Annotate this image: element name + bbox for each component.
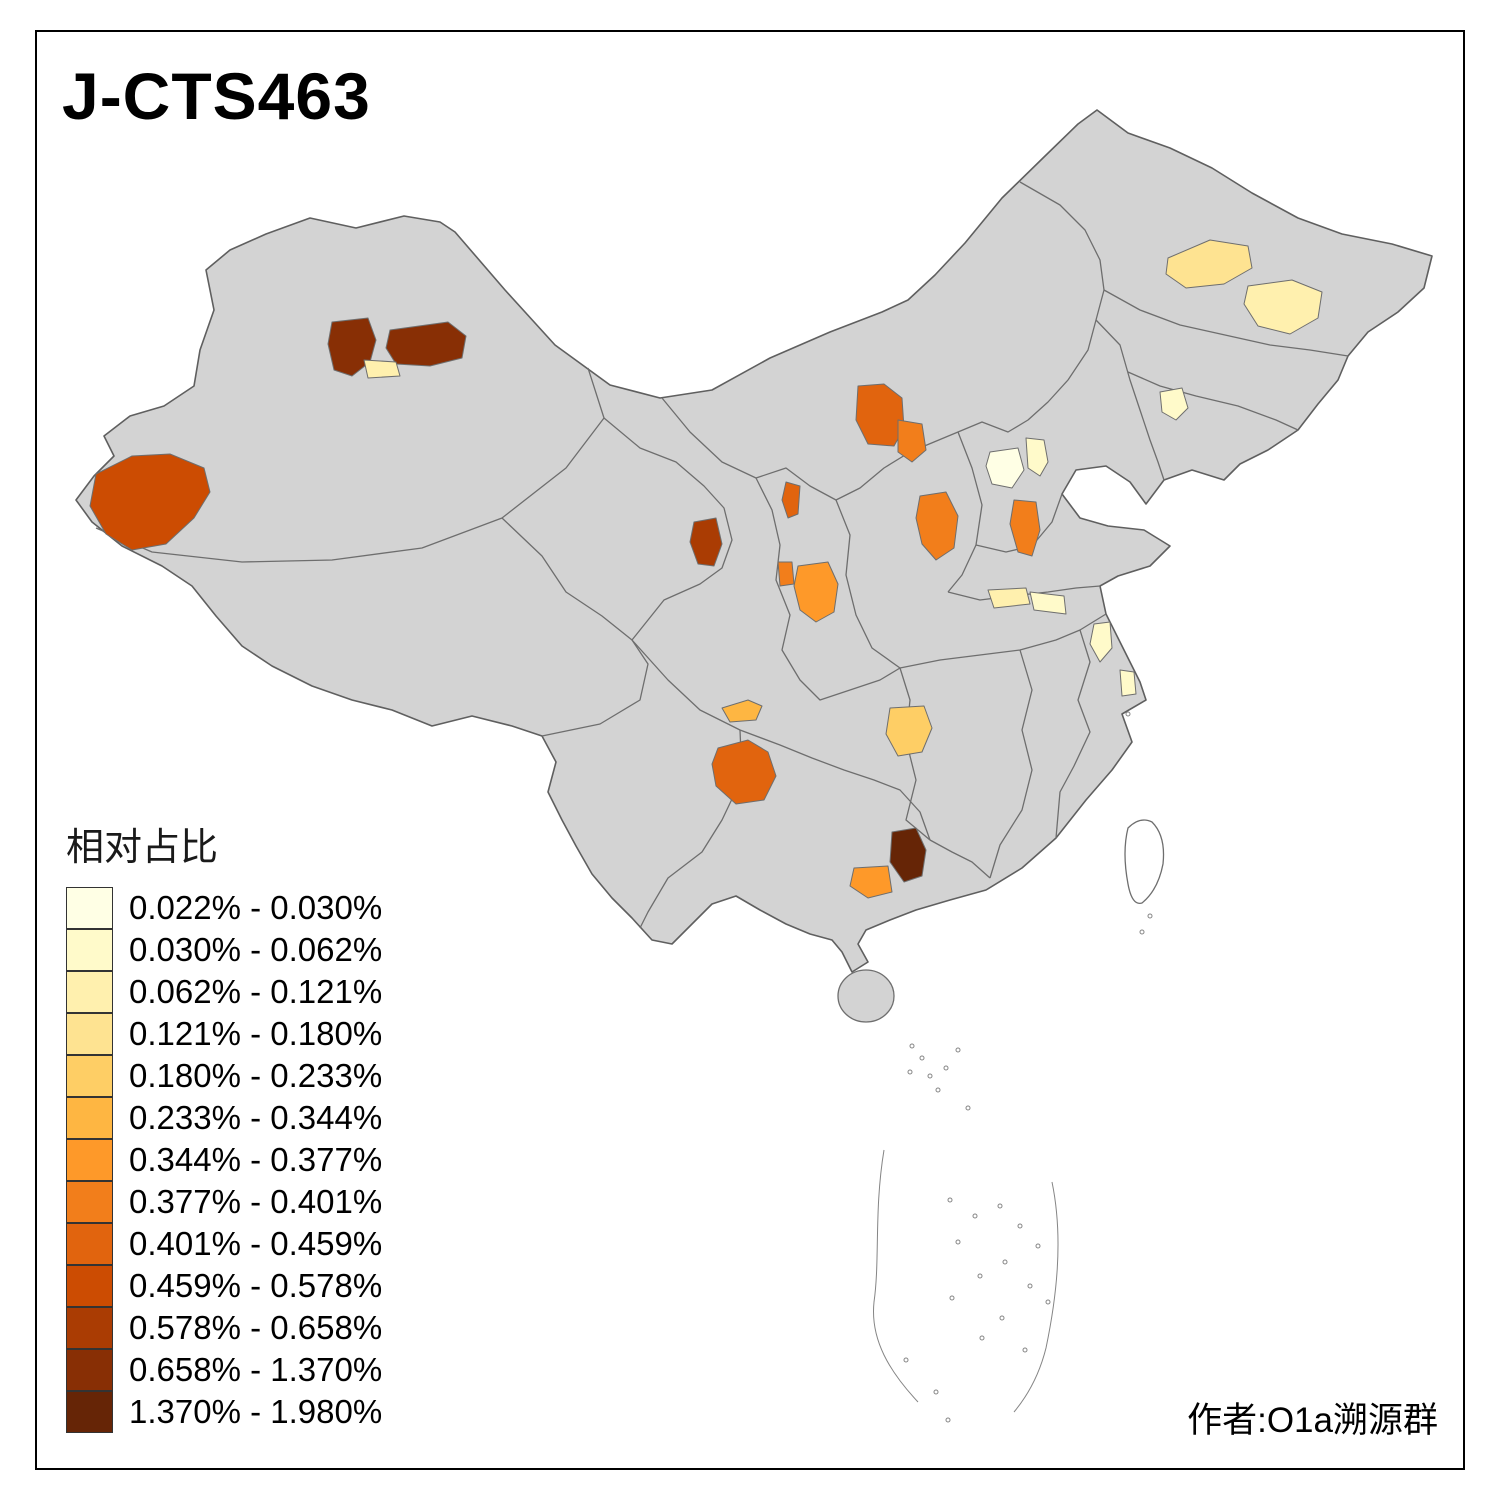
map-region-heilongjiang-central bbox=[1243, 279, 1323, 335]
legend-row: 0.180% - 0.233% bbox=[66, 1055, 382, 1097]
legend-swatch bbox=[66, 1181, 113, 1223]
legend-row: 0.459% - 0.578% bbox=[66, 1265, 382, 1307]
legend-range-label: 0.062% - 0.121% bbox=[129, 973, 383, 1010]
legend-row: 0.344% - 0.377% bbox=[66, 1139, 382, 1181]
legend-range-label: 1.370% - 1.980% bbox=[129, 1393, 383, 1430]
map-region-ningxia bbox=[781, 481, 801, 519]
taiwan-island bbox=[1124, 819, 1165, 905]
legend-row: 1.370% - 1.980% bbox=[66, 1391, 382, 1433]
hainan-island bbox=[837, 969, 895, 1023]
legend-swatch bbox=[66, 1097, 113, 1139]
map-region-shanxi-central bbox=[915, 491, 959, 561]
legend-row: 0.233% - 0.344% bbox=[66, 1097, 382, 1139]
legend-swatch bbox=[66, 1391, 113, 1433]
map-region-gansu-south bbox=[777, 561, 795, 587]
map-region-jiangsu-northwest bbox=[987, 587, 1031, 609]
map-region-inner-mongolia-east bbox=[897, 419, 927, 463]
map-region-heilongjiang-west bbox=[1165, 239, 1253, 289]
map-region-north-xinjiang-east bbox=[385, 321, 467, 367]
legend-range-label: 0.578% - 0.658% bbox=[129, 1309, 383, 1346]
legend-swatch bbox=[66, 1013, 113, 1055]
legend-swatch bbox=[66, 1139, 113, 1181]
map-region-sichuan-south bbox=[711, 739, 777, 805]
legend-range-label: 0.180% - 0.233% bbox=[129, 1057, 383, 1094]
legend-title: 相对占比 bbox=[66, 827, 219, 869]
legend-entries: 0.022% - 0.030% 0.030% - 0.062% 0.062% - 0… bbox=[66, 887, 382, 1433]
legend-swatch bbox=[66, 887, 113, 929]
page-title: J-CTS463 bbox=[62, 59, 371, 133]
legend-range-label: 0.233% - 0.344% bbox=[129, 1099, 383, 1136]
map-region-west-xinjiang bbox=[89, 453, 211, 551]
legend-range-label: 0.030% - 0.062% bbox=[129, 931, 383, 968]
map-region-liaoning-north bbox=[1159, 387, 1189, 421]
legend-range-label: 0.401% - 0.459% bbox=[129, 1225, 383, 1262]
legend-swatch bbox=[66, 971, 113, 1013]
map-region-north-xinjiang-small bbox=[363, 359, 401, 379]
legend-row: 0.062% - 0.121% bbox=[66, 971, 382, 1013]
map-region-guangxi-central bbox=[849, 865, 893, 899]
map-region-beijing-east bbox=[1025, 437, 1049, 477]
legend-swatch bbox=[66, 929, 113, 971]
legend-row: 0.022% - 0.030% bbox=[66, 887, 382, 929]
choropleth-regions bbox=[89, 239, 1323, 899]
map-region-sichuan-north-small bbox=[721, 699, 763, 723]
legend-row: 0.401% - 0.459% bbox=[66, 1223, 382, 1265]
map-region-shaanxi-central bbox=[793, 561, 839, 623]
legend-swatch bbox=[66, 1223, 113, 1265]
map-region-jiangsu-northeast bbox=[1029, 591, 1067, 615]
legend: 相对占比 0.022% - 0.030% 0.030% - 0.062% 0.062… bbox=[66, 816, 382, 1433]
south-china-sea-islands bbox=[872, 711, 1153, 1423]
legend-range-label: 0.658% - 1.370% bbox=[129, 1351, 383, 1388]
map-region-guizhou-south bbox=[889, 827, 927, 883]
legend-range-label: 0.377% - 0.401% bbox=[129, 1183, 383, 1220]
legend-swatch bbox=[66, 1055, 113, 1097]
map-region-hebei-south bbox=[1009, 499, 1041, 557]
legend-range-label: 0.344% - 0.377% bbox=[129, 1141, 383, 1178]
legend-range-label: 0.022% - 0.030% bbox=[129, 889, 383, 926]
legend-row: 0.658% - 1.370% bbox=[66, 1349, 382, 1391]
legend-row: 0.377% - 0.401% bbox=[66, 1181, 382, 1223]
china-mainland bbox=[75, 109, 1433, 973]
map-region-chongqing-east bbox=[885, 705, 933, 757]
legend-swatch bbox=[66, 1307, 113, 1349]
legend-range-label: 0.459% - 0.578% bbox=[129, 1267, 383, 1304]
legend-row: 0.578% - 0.658% bbox=[66, 1307, 382, 1349]
legend-swatch bbox=[66, 1349, 113, 1391]
legend-row: 0.030% - 0.062% bbox=[66, 929, 382, 971]
map-region-beijing-west bbox=[985, 447, 1025, 489]
map-region-qinghai-east bbox=[689, 517, 723, 567]
legend-swatch bbox=[66, 1265, 113, 1307]
map-region-anhui-east bbox=[1089, 621, 1113, 663]
map-region-shanghai bbox=[1119, 669, 1137, 697]
author-credit: 作者:O1a溯源群 bbox=[1187, 1401, 1438, 1440]
legend-row: 0.121% - 0.180% bbox=[66, 1013, 382, 1055]
legend-range-label: 0.121% - 0.180% bbox=[129, 1015, 383, 1052]
